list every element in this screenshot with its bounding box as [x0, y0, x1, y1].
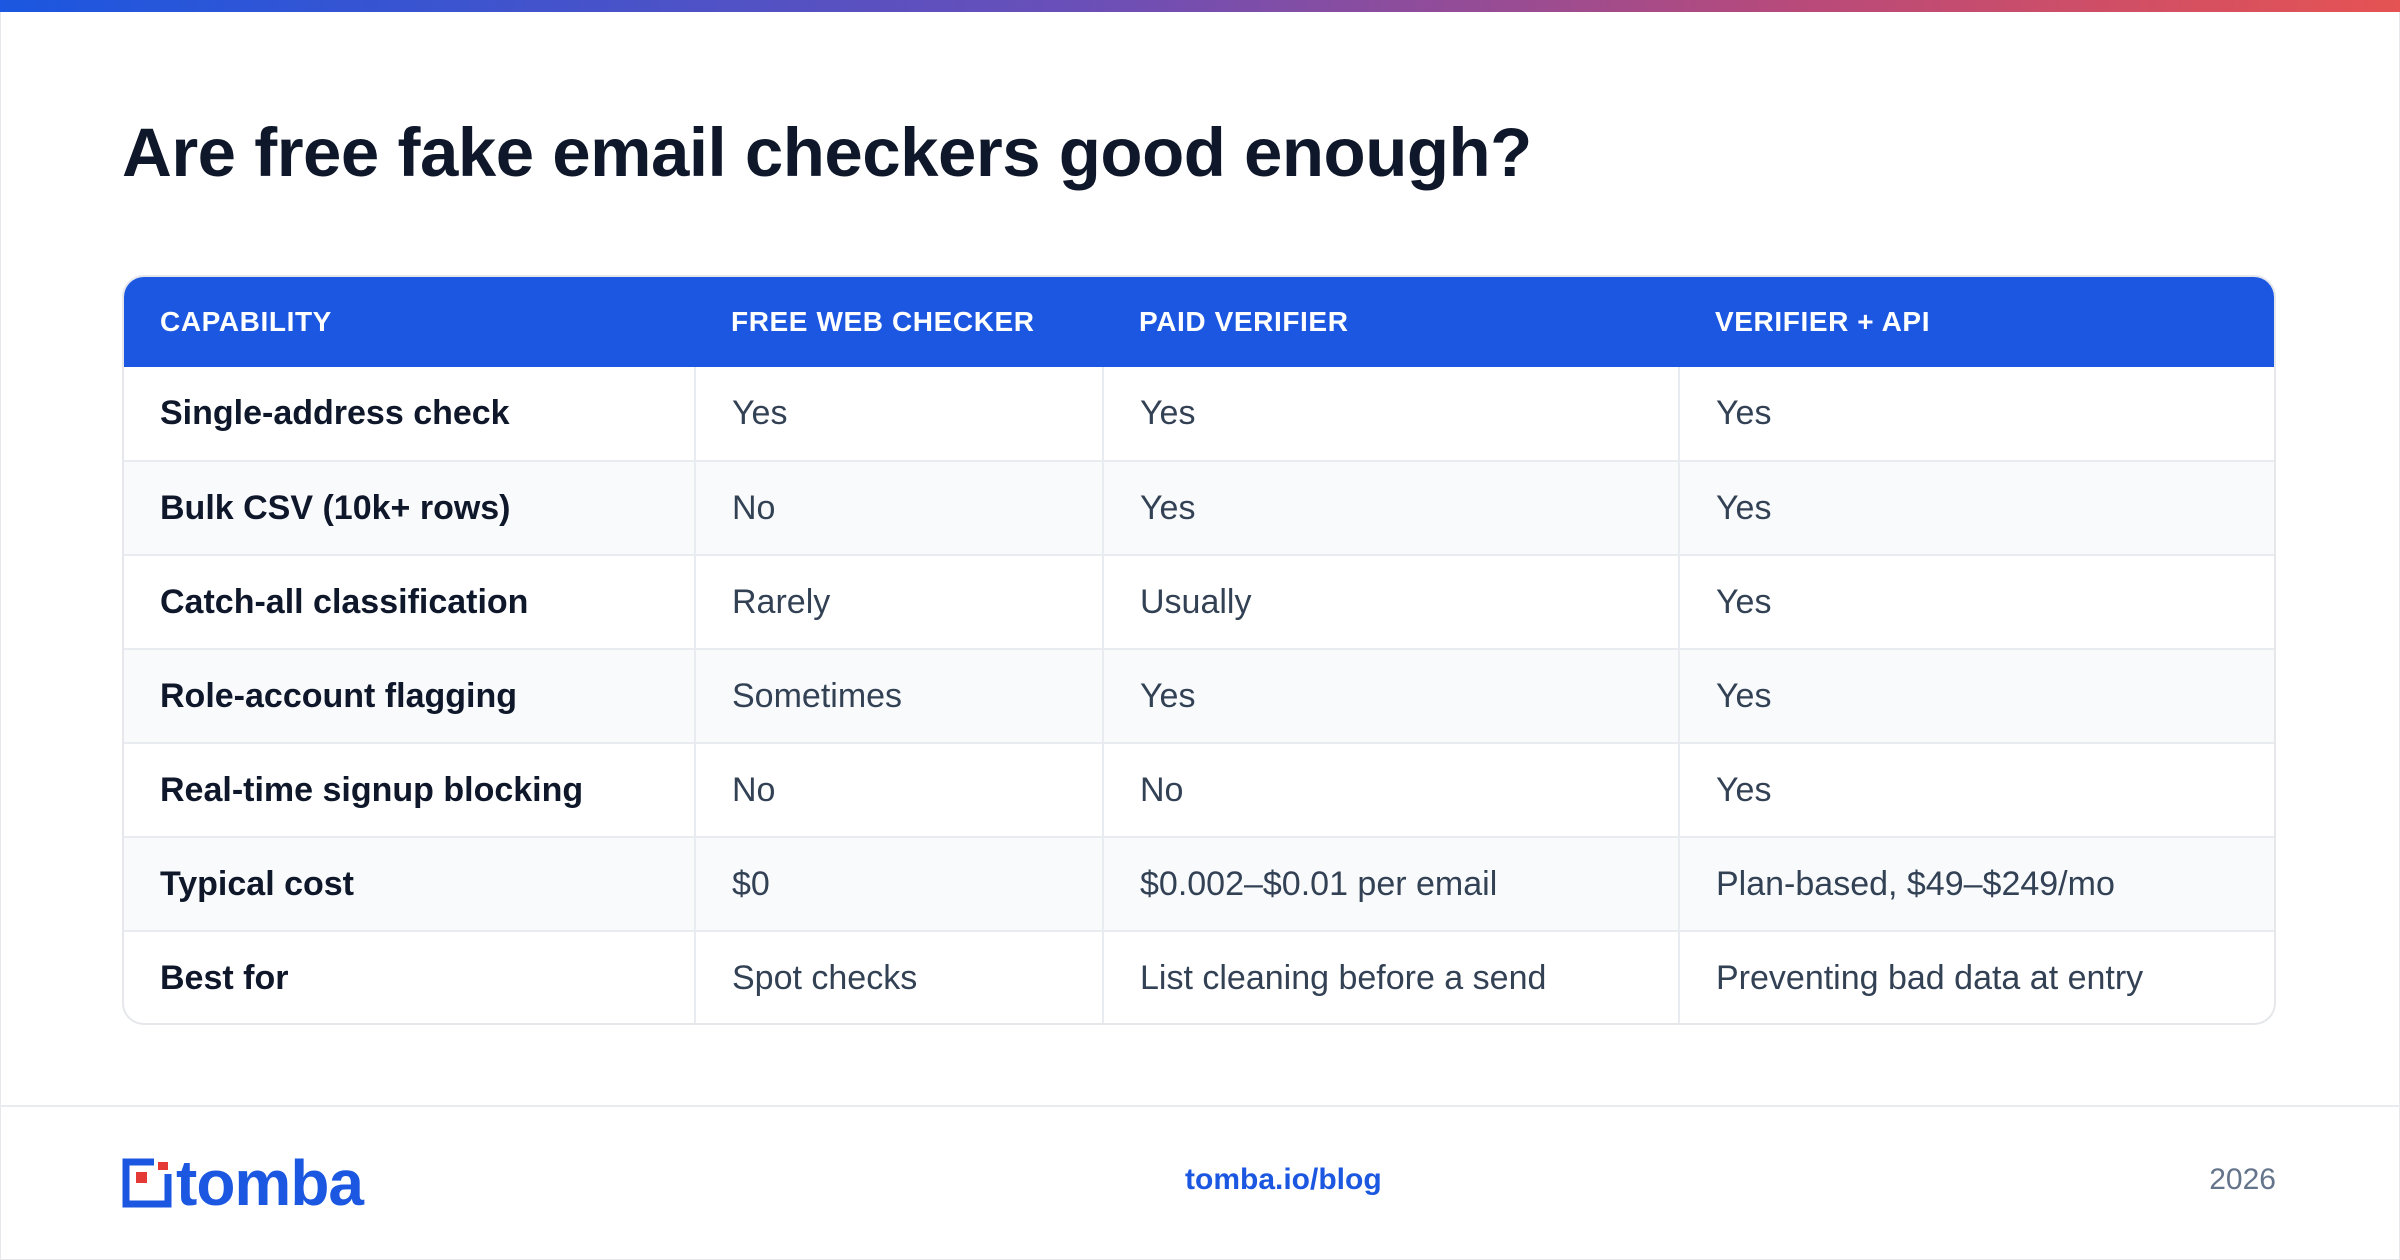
header-capability: CAPABILITY — [160, 306, 332, 337]
table-row: Real-time signup blocking No No Yes — [124, 742, 2274, 837]
tomba-logo-icon — [122, 1158, 172, 1208]
cell-free: No — [694, 742, 1103, 837]
row-capability: Role-account flagging — [124, 648, 695, 743]
cell-free: No — [694, 460, 1103, 555]
cell-free: Spot checks — [694, 930, 1103, 1023]
logo-text: tomba — [176, 1147, 364, 1219]
cell-paid: List cleaning before a send — [1102, 930, 1679, 1023]
cell-paid: Usually — [1102, 554, 1679, 649]
row-capability: Typical cost — [124, 836, 695, 931]
cell-api: Yes — [1678, 554, 2274, 649]
cell-free: Sometimes — [694, 648, 1103, 743]
cell-paid: $0.002–$0.01 per email — [1102, 836, 1679, 931]
header-verifier-api: VERIFIER + API — [1715, 306, 1931, 337]
cell-paid: No — [1102, 742, 1679, 837]
table-row: Single-address check Yes Yes Yes — [124, 367, 2274, 461]
cell-paid: Yes — [1102, 648, 1679, 743]
table-row: Role-account flagging Sometimes Yes Yes — [124, 648, 2274, 743]
cell-api: Plan-based, $49–$249/mo — [1678, 836, 2274, 931]
table-header-row: CAPABILITY FREE WEB CHECKER PAID VERIFIE… — [124, 277, 2274, 367]
cell-paid: Yes — [1102, 460, 1679, 555]
footer-year: 2026 — [2209, 1163, 2276, 1196]
cell-paid: Yes — [1102, 367, 1679, 461]
cell-free: $0 — [694, 836, 1103, 931]
header-free-web-checker: FREE WEB CHECKER — [731, 306, 1035, 337]
cell-free: Rarely — [694, 554, 1103, 649]
cell-api: Yes — [1678, 460, 2274, 555]
top-gradient-bar — [0, 0, 2400, 12]
table-row: Best for Spot checks List cleaning befor… — [124, 930, 2274, 1023]
cell-api: Yes — [1678, 742, 2274, 837]
header-paid-verifier: PAID VERIFIER — [1139, 306, 1349, 337]
tomba-logo[interactable]: tomba — [122, 1147, 364, 1219]
row-capability: Catch-all classification — [124, 554, 695, 649]
cell-api: Preventing bad data at entry — [1678, 930, 2274, 1023]
cell-api: Yes — [1678, 367, 2274, 461]
row-capability: Best for — [124, 930, 695, 1023]
row-capability: Real-time signup blocking — [124, 742, 695, 837]
row-capability: Single-address check — [160, 394, 510, 432]
footer-divider — [0, 1105, 2400, 1107]
cell-api: Yes — [1678, 648, 2274, 743]
cell-free: Yes — [694, 367, 1103, 461]
row-capability: Bulk CSV (10k+ rows) — [124, 460, 695, 555]
comparison-table: CAPABILITY FREE WEB CHECKER PAID VERIFIE… — [122, 275, 2276, 1025]
table-row: Typical cost $0 $0.002–$0.01 per email P… — [124, 836, 2274, 931]
table-row: Catch-all classification Rarely Usually … — [124, 554, 2274, 649]
page-title: Are free fake email checkers good enough… — [122, 114, 1532, 191]
blog-link[interactable]: tomba.io/blog — [1185, 1163, 1382, 1196]
table-row: Bulk CSV (10k+ rows) No Yes Yes — [124, 460, 2274, 555]
